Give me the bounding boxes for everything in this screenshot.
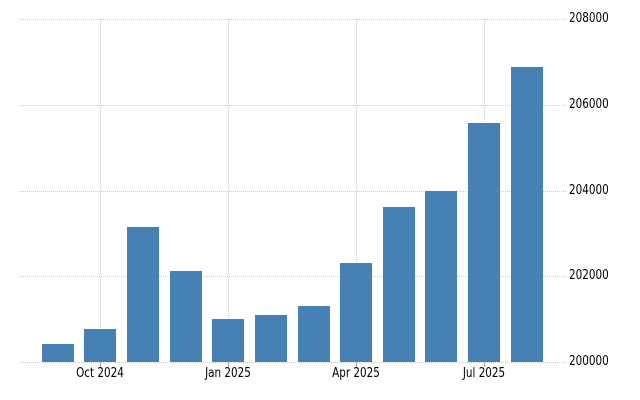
x-tickmark-apr-2025 bbox=[356, 362, 357, 367]
bar-may-2025[interactable] bbox=[383, 207, 415, 362]
gridline-h-208000 bbox=[19, 19, 566, 20]
x-tick-label-jan-2025: Jan 2025 bbox=[205, 366, 251, 381]
gridline-h-200000 bbox=[19, 362, 566, 363]
x-tick-label-oct-2024: Oct 2024 bbox=[76, 366, 124, 381]
gridline-h-202000 bbox=[19, 276, 566, 277]
gridline-v-jan-2025 bbox=[228, 19, 229, 362]
bar-sep-2024[interactable] bbox=[42, 344, 74, 362]
x-tickmark-jul-2025 bbox=[484, 362, 485, 367]
y-tick-label-202000: 202000 bbox=[569, 268, 609, 283]
bar-mar-2025[interactable] bbox=[298, 306, 330, 362]
bar-jun-2025[interactable] bbox=[425, 191, 457, 362]
y-tick-label-208000: 208000 bbox=[569, 11, 609, 26]
y-tick-label-200000: 200000 bbox=[569, 354, 609, 369]
bar-oct-2024[interactable] bbox=[84, 329, 116, 362]
y-tick-label-206000: 206000 bbox=[569, 97, 609, 112]
gridline-v-oct-2024 bbox=[100, 19, 101, 362]
gridline-h-206000 bbox=[19, 105, 566, 106]
bar-aug-2025[interactable] bbox=[511, 67, 543, 362]
gridline-v-apr-2025 bbox=[356, 19, 357, 362]
plot-area bbox=[19, 19, 566, 367]
gridline-h-204000 bbox=[19, 191, 566, 192]
bar-nov-2024[interactable] bbox=[127, 227, 159, 362]
bar-feb-2025[interactable] bbox=[255, 315, 287, 362]
x-tickmark-jan-2025 bbox=[228, 362, 229, 367]
x-tick-label-jul-2025: Jul 2025 bbox=[462, 366, 506, 381]
bar-jan-2025[interactable] bbox=[212, 319, 244, 362]
x-tick-label-apr-2025: Apr 2025 bbox=[332, 366, 380, 381]
bar-jul-2025[interactable] bbox=[468, 123, 500, 362]
x-tickmark-oct-2024 bbox=[100, 362, 101, 367]
bar-apr-2025[interactable] bbox=[340, 263, 372, 362]
y-tick-label-204000: 204000 bbox=[569, 183, 609, 198]
bar-dec-2024[interactable] bbox=[170, 271, 202, 362]
